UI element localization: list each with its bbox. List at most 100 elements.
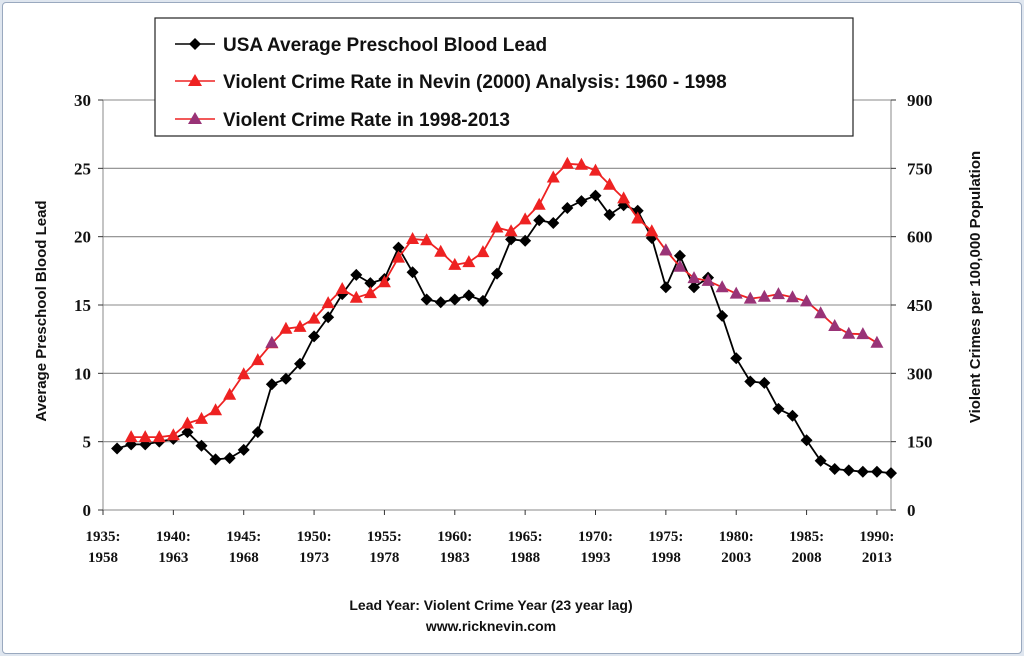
y-axis-left-title: Average Preschool Blood Lead [33, 200, 50, 421]
data-point-triangle [462, 255, 476, 268]
data-point-triangle [715, 280, 729, 293]
data-point-diamond [772, 402, 785, 415]
y-tick-right-label: 300 [907, 364, 933, 383]
data-point-diamond [730, 352, 743, 365]
x-tick-label-crime-year: 2013 [862, 550, 892, 566]
data-point-triangle [476, 245, 490, 258]
data-point-triangle [828, 318, 842, 331]
x-tick-label-lead-year: 1990: [859, 529, 894, 545]
data-point-diamond [505, 233, 518, 246]
legend-label-crime-nevin: Violent Crime Rate in Nevin (2000) Analy… [223, 72, 727, 93]
data-point-triangle [434, 244, 448, 257]
data-point-triangle [659, 243, 673, 256]
legend-red-triangle-icon [188, 74, 202, 86]
data-point-triangle [673, 259, 687, 272]
data-point-triangle [743, 291, 757, 304]
data-point-diamond [786, 409, 799, 422]
data-point-diamond [434, 296, 447, 309]
data-point-diamond [688, 281, 700, 294]
data-point-triangle [856, 327, 870, 340]
y-tick-left-label: 10 [74, 364, 91, 383]
data-point-triangle [363, 286, 377, 299]
data-point-diamond [856, 465, 869, 478]
data-point-diamond [885, 467, 897, 480]
legend-entry-crime-recent: Violent Crime Rate in 1998-2013 [175, 110, 510, 131]
y-tick-right-label: 750 [907, 159, 933, 178]
x-tick-label-crime-year: 1958 [88, 550, 118, 566]
series-1 [124, 156, 673, 443]
data-point-triangle [757, 289, 771, 302]
x-tick-label-lead-year: 1955: [367, 529, 402, 545]
data-point-diamond [814, 454, 827, 467]
x-tick-label-crime-year: 1973 [299, 550, 329, 566]
y-tick-left-label: 30 [74, 91, 91, 110]
data-point-diamond [758, 376, 771, 389]
series-layer [111, 156, 897, 480]
data-point-diamond [716, 309, 729, 322]
data-point-triangle [138, 430, 152, 443]
data-point-triangle [251, 353, 265, 366]
data-point-triangle [800, 294, 814, 307]
x-tick-label-crime-year: 1988 [510, 550, 540, 566]
data-point-diamond [195, 439, 208, 452]
data-point-diamond [420, 293, 433, 306]
data-point-diamond [828, 463, 841, 475]
data-point-triangle [842, 326, 856, 339]
data-point-diamond [279, 372, 292, 385]
data-point-diamond [462, 289, 475, 302]
data-point-triangle [124, 430, 138, 443]
x-tick-label-lead-year: 1935: [86, 529, 121, 545]
data-point-diamond [111, 442, 124, 455]
data-point-diamond [294, 357, 306, 370]
legend-purple-triangle-icon [188, 112, 202, 124]
y-tick-right-label: 450 [907, 296, 933, 315]
series-line [665, 249, 878, 344]
data-point-diamond [223, 452, 236, 465]
data-point-triangle [518, 212, 532, 225]
data-point-diamond [603, 208, 616, 221]
data-point-triangle [603, 177, 617, 190]
data-point-triangle [392, 250, 405, 263]
data-point-triangle [631, 211, 645, 224]
data-point-diamond [800, 434, 813, 447]
y-tick-left-label: 15 [74, 296, 91, 315]
data-point-diamond [561, 201, 574, 214]
data-point-diamond [491, 267, 503, 280]
data-point-triangle [307, 311, 321, 324]
data-point-diamond [476, 294, 489, 307]
data-point-triangle [166, 428, 180, 441]
data-point-triangle [645, 224, 659, 237]
data-point-diamond [589, 189, 602, 202]
data-point-triangle [420, 233, 434, 246]
data-point-triangle [814, 306, 828, 319]
data-point-triangle [701, 273, 715, 286]
data-point-triangle [265, 335, 279, 348]
series-0 [111, 189, 897, 480]
data-point-triangle [448, 257, 462, 270]
x-tick-label-crime-year: 1978 [369, 550, 399, 566]
data-point-triangle [223, 387, 237, 400]
series-line [116, 194, 892, 474]
y-tick-right-label: 900 [907, 91, 933, 110]
data-point-triangle [617, 191, 631, 204]
legend-entry-lead: USA Average Preschool Blood Lead [175, 35, 547, 56]
data-point-triangle [870, 335, 884, 348]
axes: 05101520253001503004506007509001935:1958… [74, 91, 933, 566]
data-point-diamond [673, 249, 686, 262]
x-tick-label-lead-year: 1940: [156, 529, 191, 545]
x-tick-label-lead-year: 1945: [226, 529, 261, 545]
legend-diamond-icon [189, 38, 201, 50]
data-point-diamond [519, 234, 532, 247]
data-point-triangle [687, 271, 701, 284]
x-tick-label-lead-year: 1960: [437, 529, 472, 545]
data-point-diamond [406, 266, 419, 279]
y-tick-left-label: 20 [74, 228, 91, 247]
data-point-diamond [659, 281, 672, 294]
legend-label-lead: USA Average Preschool Blood Lead [223, 35, 547, 56]
x-tick-label-crime-year: 1963 [158, 550, 188, 566]
data-point-triangle [377, 275, 391, 288]
x-axis-title: Lead Year: Violent Crime Year (23 year l… [349, 597, 632, 613]
series-line [131, 162, 667, 439]
data-point-triangle [406, 231, 420, 244]
